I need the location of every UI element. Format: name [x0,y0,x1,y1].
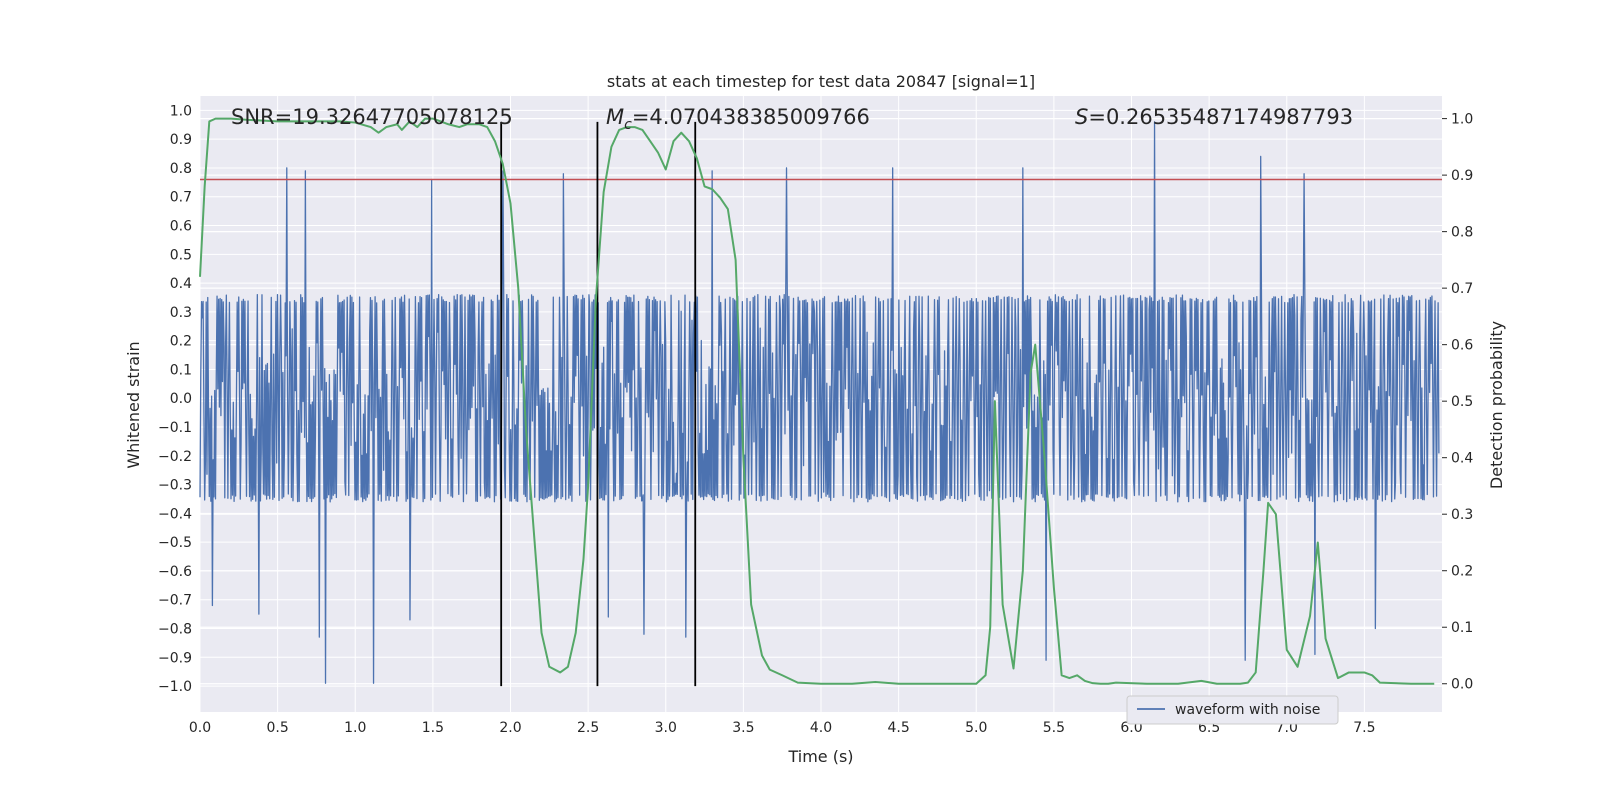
detection-probability-line [199,117,1435,685]
waveform-line [199,121,1440,684]
x-tick-label: 1.5 [422,720,444,736]
y-tick-label: 0.7 [170,190,192,206]
y-tick-label: 0.8 [170,161,192,177]
y-tick-label: 0.5 [170,247,192,263]
y2-tick-label: 1.0 [1451,112,1473,128]
x-tick-label: 3.0 [655,720,677,736]
chirp-mass-annotation: Mc=4.070438385009766 [606,105,870,133]
y2-tick-label: 0.2 [1451,564,1473,580]
waveform-series [199,121,1440,684]
y2-tick-label: 0.7 [1451,281,1473,297]
s-annotation: S=0.26535487174987793 [1075,105,1353,129]
y2-axis-label: Detection probability [1487,321,1506,489]
y2-tick-label: 0.9 [1451,168,1473,184]
y2-tick-label: 0.3 [1451,507,1473,523]
legend-entry: waveform with noise [1175,702,1320,718]
s-symbol: S [1075,105,1088,129]
y2-tick-label: 0.1 [1451,620,1473,636]
x-tick-label: 4.5 [887,720,909,736]
y-tick-label: 0.0 [170,391,192,407]
y-tick-label: −0.2 [158,449,192,465]
axis-ticks: 0.0 0.5 1.0 1.5 2.0 2.5 3.0 3.5 4.0 4.5 5.0 5.5 6.0 6… [158,103,1473,736]
y-tick-label: −0.7 [158,593,192,609]
s-value: =0.26535487174987793 [1088,105,1353,129]
chart-title: stats at each timestep for test data 208… [607,72,1035,91]
legend-box [1126,695,1339,725]
x-tick-label: 7.5 [1353,720,1375,736]
snr-annotation: SNR=19.32647705078125 [231,105,513,129]
x-tick-label: 0.5 [266,720,288,736]
y-tick-label: −0.1 [158,420,192,436]
y2-tick-label: 0.4 [1451,451,1473,467]
y-tick-label: −1.0 [158,679,192,695]
x-tick-label: 4.0 [810,720,832,736]
x-tick-label: 0.0 [189,720,211,736]
x-tick-label: 1.0 [344,720,366,736]
chirp-mass-symbol: M [606,105,624,129]
x-tick-label: 3.5 [732,720,754,736]
x-tick-label: 5.5 [1043,720,1065,736]
y2-tick-label: 0.6 [1451,338,1473,354]
overlay-lines [200,121,1442,687]
chirp-mass-value: =4.070438385009766 [632,105,870,129]
x-tick-label: 5.0 [965,720,987,736]
y2-tick-label: 0.0 [1451,677,1473,693]
y2-tick-label: 0.5 [1451,394,1473,410]
legend: waveform with noise [1126,695,1339,725]
chirp-mass-subscript: c [624,117,632,133]
y-tick-label: 0.1 [170,362,192,378]
y-tick-label: −0.8 [158,622,192,638]
y-tick-label: −0.4 [158,506,192,522]
y-tick-label: −0.3 [158,478,192,494]
y-axis-label: Whitened strain [124,341,143,468]
y-tick-label: 0.4 [170,276,192,292]
y-tick-label: 0.2 [170,334,192,350]
y-tick-label: 0.3 [170,305,192,321]
y-tick-label: 1.0 [170,103,192,119]
x-tick-label: 2.0 [499,720,521,736]
y-tick-label: −0.6 [158,564,192,580]
x-axis-label: Time (s) [787,747,853,766]
y-tick-label: −0.9 [158,650,192,666]
y-tick-label: −0.5 [158,535,192,551]
y-tick-label: 0.9 [170,132,192,148]
y-tick-label: 0.6 [170,219,192,235]
y2-tick-label: 0.8 [1451,225,1473,241]
x-tick-label: 2.5 [577,720,599,736]
detection-probability-series [199,117,1435,685]
